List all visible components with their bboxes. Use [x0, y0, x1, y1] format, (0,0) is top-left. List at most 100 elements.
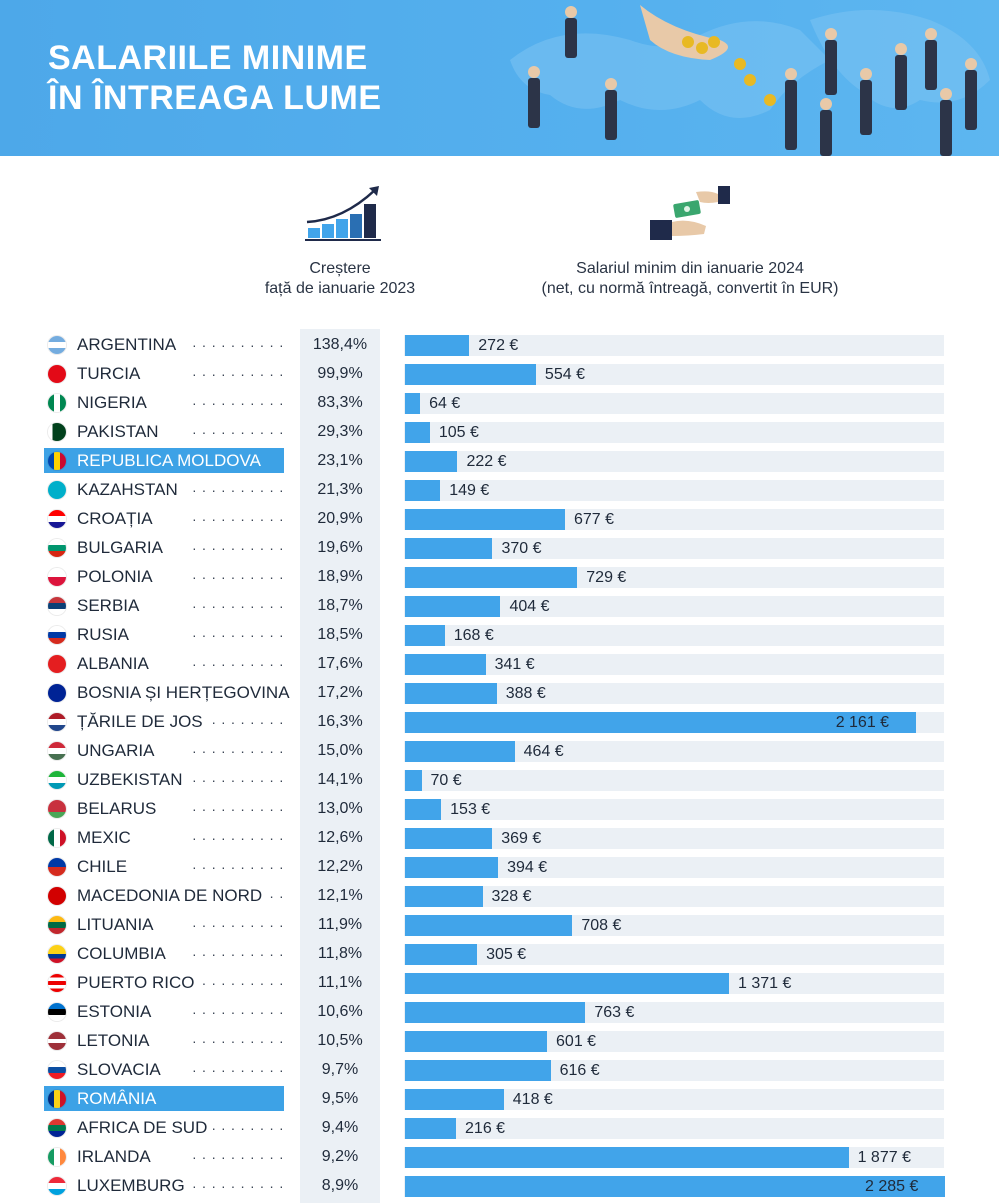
country-label: ·········· UNGARIA — [44, 738, 284, 763]
dot-leader: ·········· — [192, 859, 289, 875]
wage-bar — [405, 683, 497, 704]
dot-leader: ·········· — [192, 1149, 289, 1165]
wage-bar — [405, 799, 442, 820]
wage-value-label: 418 € — [512, 1091, 553, 1108]
flag-icon — [48, 684, 66, 702]
country-name: MEXIC — [77, 828, 135, 848]
flag-icon — [48, 742, 66, 760]
country-label: ·········· ESTONIA — [44, 999, 284, 1024]
dot-leader: ·········· — [192, 917, 289, 933]
flag-icon — [48, 887, 66, 905]
wage-bar — [405, 567, 578, 588]
country-label: ·········· AFRICA DE SUD — [44, 1115, 284, 1140]
dot-leader: ·········· — [192, 366, 289, 382]
country-name: BULGARIA — [77, 538, 167, 558]
bar-track — [404, 683, 944, 704]
country-name: BOSNIA ȘI HERȚEGOVINA — [77, 683, 294, 703]
flag-icon — [48, 626, 66, 644]
dot-leader: ·········· — [192, 772, 289, 788]
bar-track — [404, 886, 944, 907]
table-row: ·········· UZBEKISTAN 14,1% 70 € — [0, 765, 999, 794]
table-row: ··········BOSNIA ȘI HERȚEGOVINA 17,2% 388 … — [0, 678, 999, 707]
wage-bar — [405, 1002, 586, 1023]
flag-icon — [48, 1148, 66, 1166]
growth-value: 17,2% — [317, 684, 363, 701]
growth-value: 9,4% — [321, 1119, 359, 1136]
country-label: ·········· MEXIC — [44, 825, 284, 850]
wage-bar — [405, 1147, 849, 1168]
wage-value-label: 554 € — [544, 366, 585, 383]
dot-leader: ·········· — [192, 395, 289, 411]
dot-leader: ·········· — [192, 1062, 289, 1078]
flag-icon — [48, 1032, 66, 1050]
country-name: ESTONIA — [77, 1002, 156, 1022]
dot-leader: ·········· — [192, 743, 289, 759]
country-label: ·········· ȚĂRILE DE JOS — [44, 709, 284, 734]
table-row: ·········· BELARUS 13,0% 153 € — [0, 794, 999, 823]
wage-bar — [405, 944, 478, 965]
country-name: LETONIA — [77, 1031, 154, 1051]
bar-track — [404, 1089, 944, 1110]
wage-value-label: 105 € — [438, 424, 479, 441]
country-label: ·········· SLOVACIA — [44, 1057, 284, 1082]
growth-value: 11,9% — [317, 916, 363, 933]
flag-icon — [48, 1119, 66, 1137]
flag-icon — [48, 394, 66, 412]
table-row: ·········· ȚĂRILE DE JOS 16,3% 2 161 € — [0, 707, 999, 736]
wage-bar — [405, 857, 499, 878]
growth-value: 12,2% — [317, 858, 363, 875]
country-name: ALBANIA — [77, 654, 153, 674]
wage-value-label: 1 371 € — [738, 975, 792, 992]
growth-value: 18,5% — [317, 626, 363, 643]
table-row: ·········· CROAȚIA 20,9% 677 € — [0, 504, 999, 533]
country-label: ·········· BELARUS — [44, 796, 284, 821]
wage-bar — [405, 770, 422, 791]
world-map-illustration — [510, 5, 990, 156]
table-row: ·········· LITUANIA 11,9% 708 € — [0, 910, 999, 939]
country-label: ·········· PAKISTAN — [44, 419, 284, 444]
bar-track — [404, 451, 944, 472]
dot-leader: ·········· — [192, 1004, 289, 1020]
table-row: ·········· CHILE 12,2% 394 € — [0, 852, 999, 881]
wage-value-label: 341 € — [494, 656, 535, 673]
flag-icon — [48, 829, 66, 847]
dot-leader: ·········· — [192, 482, 289, 498]
dot-leader: ·········· — [192, 975, 289, 991]
growth-value: 9,5% — [321, 1090, 359, 1107]
country-name: POLONIA — [77, 567, 157, 587]
table-row: ·········· ALBANIA 17,6% 341 € — [0, 649, 999, 678]
wage-value-label: 2 285 € — [865, 1178, 919, 1195]
country-label: ·········· KAZAHSTAN — [44, 477, 284, 502]
wage-value-label: 464 € — [523, 743, 564, 760]
wage-value-label: 370 € — [501, 540, 542, 557]
wage-value-label: 64 € — [429, 395, 461, 412]
flag-icon — [48, 568, 66, 586]
country-name: RUSIA — [77, 625, 133, 645]
country-name: TURCIA — [77, 364, 145, 384]
dot-leader: ·········· — [192, 946, 289, 962]
table-row: ·········· MEXIC 12,6% 369 € — [0, 823, 999, 852]
growth-value: 15,0% — [317, 742, 363, 759]
country-name: UNGARIA — [77, 741, 159, 761]
growth-column-background — [300, 329, 380, 1203]
wage-value-label: 2 161 € — [835, 714, 890, 731]
bar-track — [404, 364, 944, 385]
wage-bar — [405, 973, 729, 994]
bar-track — [404, 1118, 944, 1139]
table-row: ·········· COLUMBIA 11,8% 305 € — [0, 939, 999, 968]
country-name: BELARUS — [77, 799, 161, 819]
table-row: ·········· KAZAHSTAN 21,3% 149 € — [0, 475, 999, 504]
flag-icon — [48, 945, 66, 963]
country-label: ·········· LUXEMBURG — [44, 1173, 284, 1198]
wage-value-label: 388 € — [505, 685, 546, 702]
country-label: ·········· TURCIA — [44, 361, 284, 386]
wage-bar — [405, 364, 536, 385]
title-line-1: SALARIILE MINIME — [48, 39, 368, 77]
country-label: ·········· POLONIA — [44, 564, 284, 589]
wage-bar — [405, 393, 421, 414]
wage-value-label: 70 € — [430, 772, 462, 789]
dot-leader: ·········· — [192, 801, 289, 817]
country-name: ȚĂRILE DE JOS — [77, 712, 207, 732]
table-row: ·········· IRLANDA 9,2% 1 877 € — [0, 1142, 999, 1171]
growth-value: 11,1% — [317, 974, 363, 991]
